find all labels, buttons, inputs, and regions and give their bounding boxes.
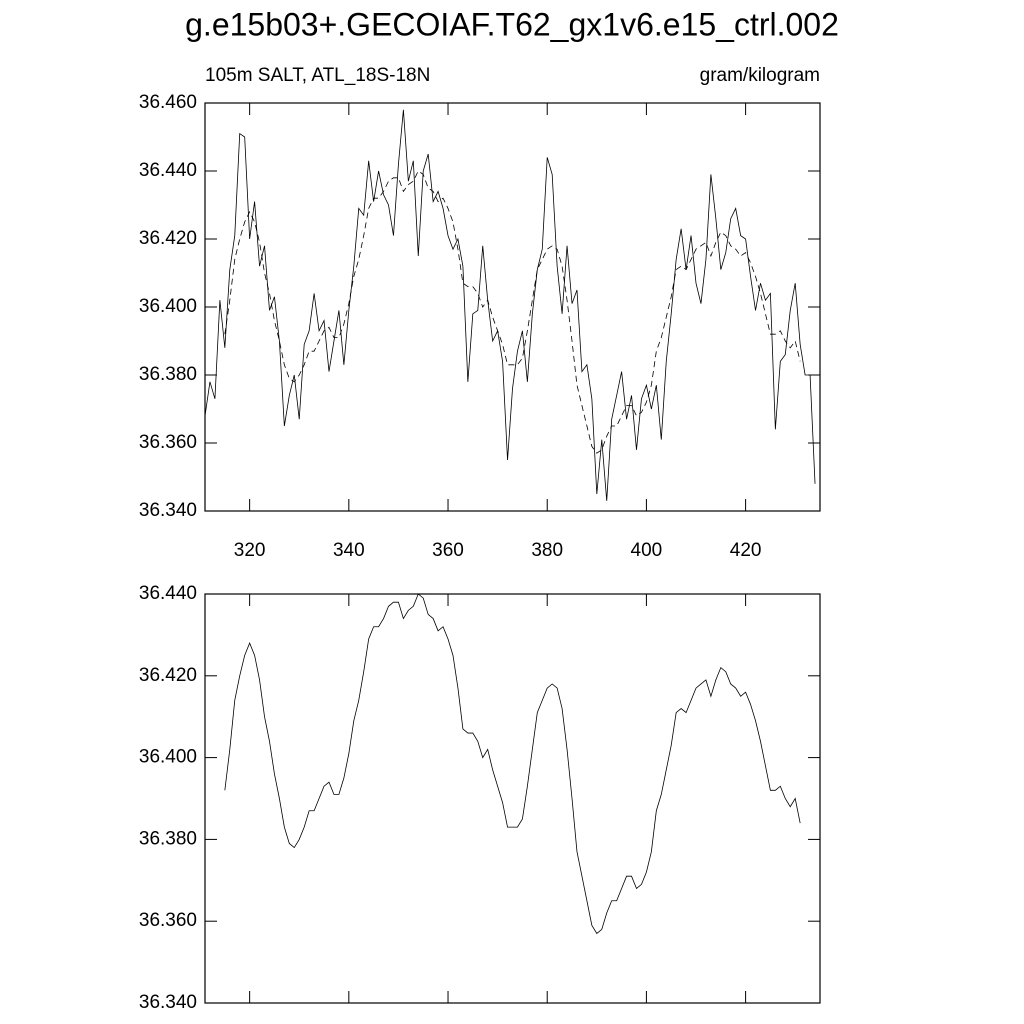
x-tick-label: 360 xyxy=(432,540,464,561)
subtitle-left: 105m SALT, ATL_18S-18N xyxy=(205,65,430,86)
chart-title: g.e15b03+.GECOIAF.T62_gx1v6.e15_ctrl.002 xyxy=(185,6,839,42)
y-tick-label: 36.400 xyxy=(139,747,197,768)
y-tick-label: 36.440 xyxy=(139,583,197,604)
x-tick-label: 400 xyxy=(631,540,663,561)
data-line xyxy=(204,109,816,501)
plot-frame xyxy=(204,593,821,1004)
y-tick-label: 36.380 xyxy=(139,364,197,385)
y-tick-label: 36.340 xyxy=(139,500,197,521)
y-tick-label: 36.440 xyxy=(139,160,197,181)
y-tick-label: 36.380 xyxy=(139,828,197,849)
y-tick-label: 36.420 xyxy=(139,665,197,686)
x-tick-label: 420 xyxy=(730,540,762,561)
subtitle-right: gram/kilogram xyxy=(700,65,820,86)
y-tick-label: 36.420 xyxy=(139,228,197,249)
data-line xyxy=(224,170,801,454)
plot-frame xyxy=(204,102,821,512)
y-tick-label: 36.400 xyxy=(139,296,197,317)
y-tick-label: 36.460 xyxy=(139,92,197,113)
y-tick-label: 36.360 xyxy=(139,432,197,453)
y-tick-label: 36.340 xyxy=(139,992,197,1013)
x-tick-label: 380 xyxy=(531,540,563,561)
data-line xyxy=(224,593,801,935)
x-tick-label: 320 xyxy=(234,540,266,561)
y-tick-label: 36.360 xyxy=(139,910,197,931)
x-tick-label: 340 xyxy=(333,540,365,561)
